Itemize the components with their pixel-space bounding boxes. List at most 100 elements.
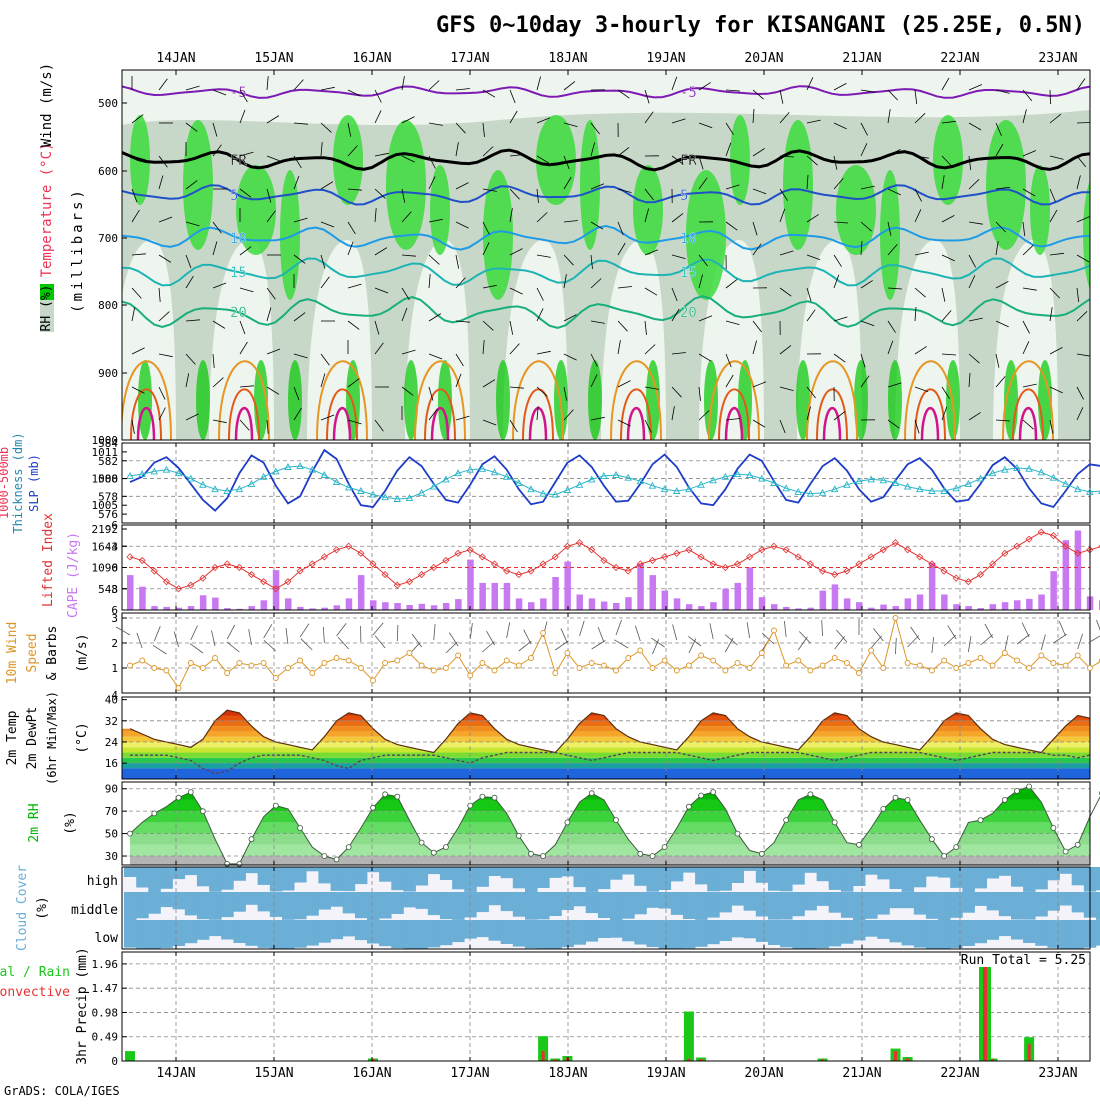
rh-moist-area [580, 120, 600, 250]
precip-convective-bar [983, 954, 987, 1061]
wind-barb-10m [300, 624, 309, 637]
chart-title: GFS 0~10day 3-hourly for KISANGANI (25.2… [436, 13, 1085, 38]
cloud-bar [902, 920, 915, 945]
rh-point [1051, 826, 1056, 831]
top-day-label: 23JAN [1038, 51, 1077, 66]
cape-bar [212, 598, 219, 610]
cloud-bar [707, 867, 720, 891]
cloud-bar [914, 867, 927, 887]
wind-speed-point [237, 661, 242, 666]
cloud-bar [950, 892, 963, 918]
cloud-bar [732, 892, 745, 906]
cloud-bar [610, 920, 623, 938]
wind-barb-10m [212, 630, 216, 646]
cloud-bar [440, 867, 453, 880]
y-tick-label: 40 [105, 694, 118, 707]
cloud-bar [318, 867, 331, 883]
cloud-bar [1023, 920, 1036, 943]
rh-point [589, 791, 594, 796]
wind-speed-point [966, 661, 971, 666]
cloud-bar [926, 892, 939, 919]
pressure-units-label: (millibars) [70, 187, 86, 313]
wind-speed-point [917, 663, 922, 668]
cloud-bar [489, 892, 502, 905]
cloud-bar [391, 892, 404, 914]
cloud-bar [160, 920, 173, 948]
cloud-bar [124, 867, 137, 877]
cloud-bar [622, 867, 635, 875]
cloud-level-middle: middle [71, 903, 118, 918]
cloud-bar [841, 867, 854, 892]
cloud-label: Cloud Cover [15, 865, 30, 951]
cloud-bar [148, 920, 161, 949]
cloud-bar [246, 867, 259, 873]
wind-speed-point [1063, 663, 1068, 668]
cape-bar [261, 600, 268, 610]
cloud-bar [902, 892, 915, 908]
wind-barb-10m [944, 635, 956, 646]
wind-speed-point [929, 668, 934, 673]
wind-speed-point [699, 653, 704, 658]
cloud-bar [659, 892, 672, 909]
cloud-bar [537, 867, 550, 888]
y-tick-label: 24 [105, 736, 119, 749]
lifted-index-point [127, 554, 133, 560]
cloud-bar [926, 920, 939, 949]
rh-moist-area [386, 120, 426, 250]
cloud-bar [1011, 892, 1024, 920]
cloud-bar [428, 892, 441, 915]
cloud-bar [294, 920, 307, 948]
wind-speed-point [152, 666, 157, 671]
wind-barb-10m [688, 636, 701, 646]
wind-barb-10m [635, 626, 640, 641]
cloud-bar [853, 892, 866, 920]
wind-speed-point [480, 661, 485, 666]
cloud-bar [270, 920, 283, 949]
cape-bar [577, 595, 584, 611]
wind-speed-point [213, 656, 218, 661]
rh-moist-low [1096, 360, 1100, 440]
cloud-bar [999, 920, 1012, 936]
cloud-bar [173, 867, 186, 879]
cloud-bar [586, 867, 599, 892]
cloud-bar [756, 892, 769, 917]
contour-label: FR [230, 153, 247, 169]
rh-point [929, 837, 934, 842]
wind-barb-10m [524, 630, 531, 644]
wind-barb-10m [449, 633, 458, 646]
wind-speed-point [164, 668, 169, 673]
cape-bar [200, 595, 207, 610]
y-tick-label: 32 [105, 715, 118, 728]
cloud-bar [938, 867, 951, 878]
cloud-bar [416, 867, 429, 886]
cloud-bar [258, 920, 271, 948]
cloud-bar [489, 867, 502, 876]
rh-point [383, 792, 388, 797]
wind-barb-10m [747, 622, 750, 638]
cloud-bar [173, 892, 186, 909]
cloud-bar [804, 892, 817, 910]
rh-point [322, 854, 327, 859]
rh-point [176, 795, 181, 800]
cloud-bar [379, 892, 392, 919]
wind-units-label: (m/s) [75, 633, 90, 672]
wind-speed-point [711, 658, 716, 663]
cloud-bar [403, 920, 416, 949]
cloud-bar [768, 867, 781, 891]
rh-point [419, 840, 424, 845]
cape-bar [941, 595, 948, 611]
y-tick-label: 3 [111, 612, 118, 625]
rh-point [468, 803, 473, 808]
wind-speed-point [565, 651, 570, 656]
rh-point [1063, 849, 1068, 854]
cape-bar [953, 604, 960, 610]
rh-moist-low [346, 360, 360, 440]
wind-barb-10m [227, 642, 239, 652]
rh-point [857, 842, 862, 847]
rh-point [516, 833, 521, 838]
thickness-units-label: Thickness (dm) [11, 432, 25, 533]
temp-units-label: (°C) [75, 722, 90, 753]
wind-barb-10m [822, 620, 823, 636]
